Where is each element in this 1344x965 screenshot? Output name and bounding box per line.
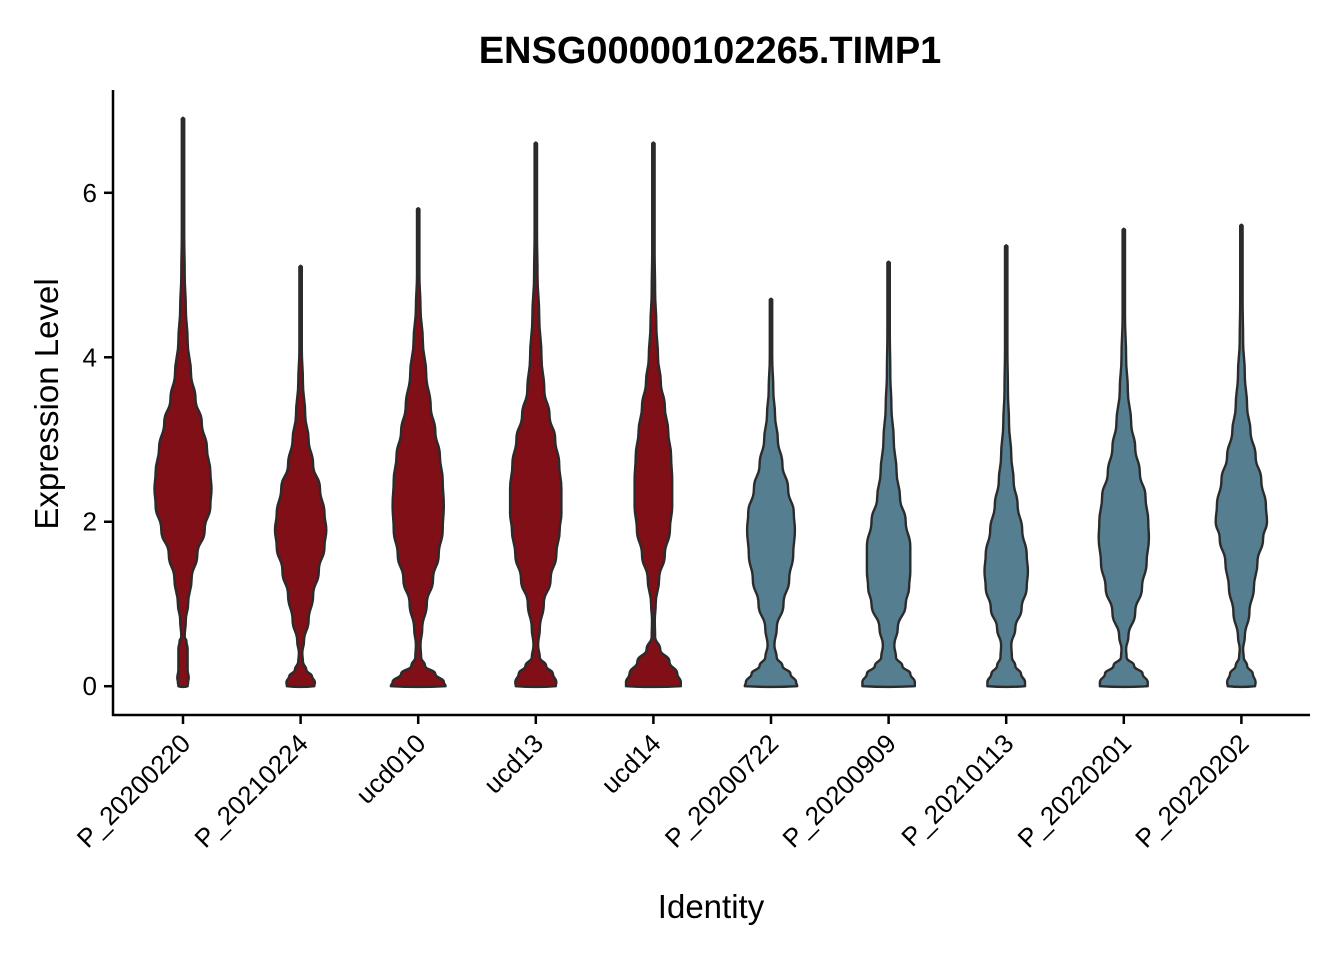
x-tick-label: ucd13 bbox=[478, 728, 549, 799]
violin-p-20200909 bbox=[861, 260, 916, 689]
x-tick-label: ucd14 bbox=[595, 728, 666, 799]
y-axis-title: Expression Level bbox=[28, 278, 65, 529]
x-axis-title: Identity bbox=[658, 888, 765, 925]
violin-ucd14 bbox=[624, 141, 682, 689]
y-tick-label: 4 bbox=[83, 342, 97, 372]
violin-ucd13 bbox=[508, 141, 563, 689]
violin-p-20220202 bbox=[1214, 223, 1269, 689]
y-tick-label: 0 bbox=[83, 671, 97, 701]
y-axis-ticks: 0 2 4 6 bbox=[83, 178, 113, 701]
chart-title: ENSG00000102265.TIMP1 bbox=[479, 30, 942, 72]
y-tick-label: 2 bbox=[83, 507, 97, 537]
x-tick-label: P_20200909 bbox=[776, 728, 902, 854]
x-tick-label: P_20200220 bbox=[71, 728, 197, 854]
x-tick-label: P_20210113 bbox=[895, 728, 1019, 852]
violin-p-20200220 bbox=[153, 116, 213, 689]
x-tick-label: P_20220201 bbox=[1012, 728, 1138, 854]
violin-p-20210113 bbox=[983, 244, 1030, 689]
x-tick-label: P_20220202 bbox=[1129, 728, 1255, 854]
violin-p-20220201 bbox=[1097, 227, 1151, 689]
x-tick-label: ucd010 bbox=[350, 728, 432, 810]
x-tick-label: P_20210224 bbox=[188, 728, 314, 854]
violin-p-20200722 bbox=[743, 297, 799, 689]
violin-ucd010 bbox=[389, 207, 447, 689]
violin-group bbox=[153, 116, 1269, 689]
x-tick-label: P_20200722 bbox=[659, 728, 785, 854]
y-tick-label: 6 bbox=[83, 178, 97, 208]
violin-p-20210224 bbox=[273, 264, 328, 689]
